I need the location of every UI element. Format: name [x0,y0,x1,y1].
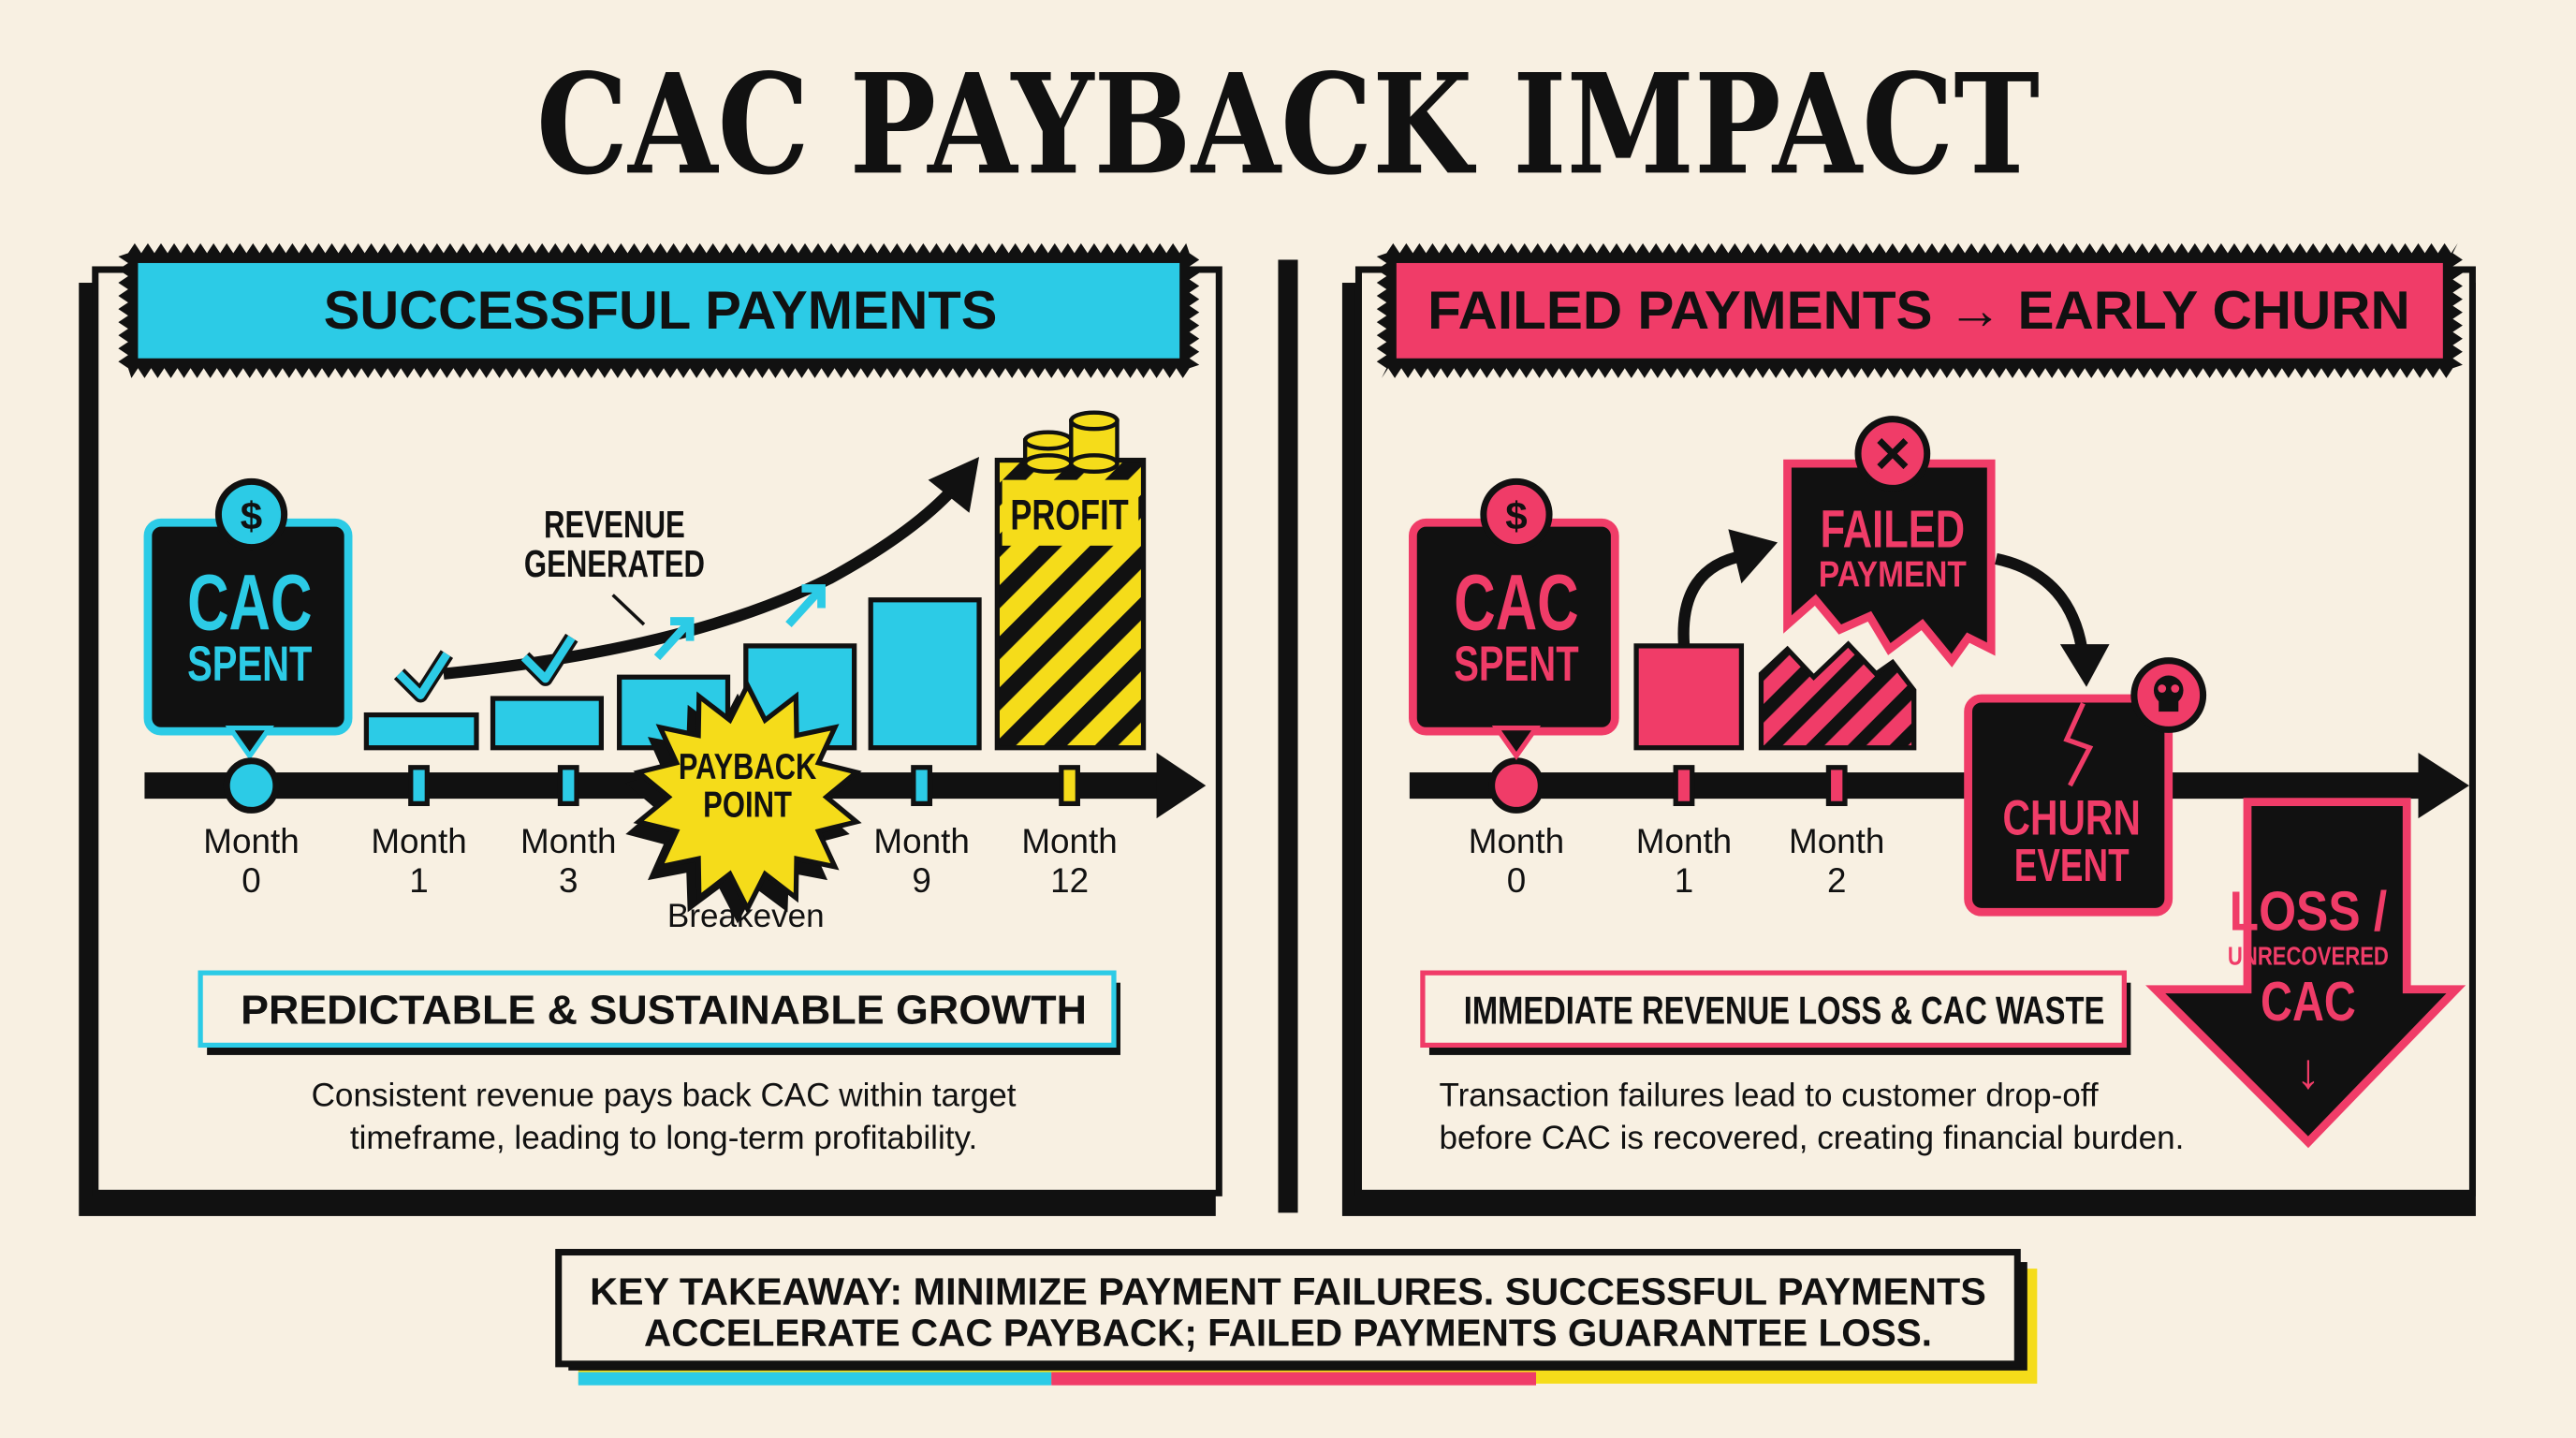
broken-revenue-bar-month-2 [1758,640,1917,751]
month-number: 2 [1827,861,1847,900]
up-arrow-icon [785,584,826,628]
crack-icon [2063,702,2094,787]
unrecovered-label: UNRECOVERED [2228,941,2389,970]
failed-label: FAILED [1821,500,1965,559]
key-takeaway: KEY TAKEAWAY: MINIMIZE PAYMENT FAILURES.… [555,1249,2038,1386]
loss-label: LOSS / [2230,880,2387,943]
x-icon-glyph [1877,438,1909,470]
month-label: Month [1021,822,1117,860]
revenue-bar-month-9 [868,597,982,751]
right-subheading-box [1420,970,2127,1049]
left-description-line-2: timeframe, leading to long-term profitab… [350,1120,977,1156]
churn-event-box [1964,694,2174,917]
month-label: Month [371,822,466,860]
timeline-tick [911,765,933,807]
month-label: Month [520,822,616,860]
annotation-leader-line [611,594,646,626]
takeaway-line-1: KEY TAKEAWAY: MINIMIZE PAYMENT FAILURES.… [590,1270,1986,1313]
cac-label: CAC [187,558,312,646]
payback-label: PAYBACK [679,747,817,787]
takeaway-box [555,1249,2021,1368]
right-description-line-1: Transaction failures lead to customer dr… [1439,1077,2098,1113]
month-number: 0 [242,861,261,900]
failed-payment-box [1783,459,1996,668]
takeaway-cyan-stripe [578,1372,1052,1386]
arrowhead [2059,644,2110,687]
month-number: 1 [409,861,429,900]
panel-divider [1278,259,1298,1213]
timeline-arrowhead [2418,752,2469,819]
left-banner-title: SUCCESSFUL PAYMENTS [324,281,998,341]
coins-icon [1022,410,1120,475]
point-label: POINT [703,785,792,825]
month-number: 0 [1507,861,1527,900]
down-arrow-icon: ↓ [2296,1044,2320,1099]
spent-label: SPENT [1454,637,1578,692]
right-description-line-2: before CAC is recovered, creating financ… [1439,1120,2184,1156]
month-number: 1 [1675,861,1694,900]
checkmark-icon-fill [520,635,576,683]
month-number: 3 [559,861,578,900]
timeline-tick [1825,765,1848,807]
dollar-icon [214,477,288,551]
revenue-bar-month-3 [490,696,604,751]
month-label: Month [873,822,969,860]
payment-label: PAYMENT [1819,555,1967,595]
cac-box-pointer [225,726,274,761]
dollar-icon [1480,477,1553,551]
cac-box-pointer [1491,726,1542,761]
loss-cac-label: CAC [2261,970,2356,1033]
arrowhead [1728,529,1778,584]
cac-label: CAC [1454,558,1578,646]
right-banner [1396,262,2443,359]
skull-icon-glyph [2153,675,2184,712]
revenue-bar-month-1 [363,712,479,751]
timeline-arrowhead [1156,752,1207,819]
dollar-icon-glyph: $ [1505,493,1527,537]
up-arrow-icon [653,617,695,661]
takeaway-line-2: ACCELERATE CAC PAYBACK; FAILED PAYMENTS … [644,1312,1932,1355]
dollar-icon-glyph: $ [241,493,262,537]
left-panel: SUCCESSFUL PAYMENTS PROFIT REVENUE GENER… [79,242,1222,1216]
curved-arrow-to-failed [1677,550,1747,645]
payback-point-starburst [633,680,862,915]
page-title: CAC PAYBACK IMPACT [536,43,2040,205]
month-label: Month [203,822,299,860]
timeline-start-marker [1488,757,1544,814]
month-label: Month [1469,822,1564,860]
timeline-tick [557,765,579,807]
left-description-line-1: Consistent revenue pays back CAC within … [312,1077,1017,1113]
month-number: 12 [1050,861,1089,900]
month-label: Month [1789,822,1884,860]
checkmark-icon-fill [396,652,451,699]
month-number: 9 [912,861,931,900]
right-panel: FAILED PAYMENTS → EARLY CHURN Month 0 Mo… [1341,242,2476,1216]
timeline-start-marker [223,757,280,814]
left-banner [138,262,1180,359]
timeline-tick [1059,765,1080,807]
right-banner-title: FAILED PAYMENTS → EARLY CHURN [1427,281,2410,341]
timeline-tick [1673,765,1695,807]
revenue-generated-label-2: GENERATED [524,542,705,585]
revenue-generated-label: REVENUE [544,503,685,546]
revenue-bar-month-1 [1633,643,1745,751]
churn-label: CHURN [2002,791,2140,846]
right-subheading: IMMEDIATE REVENUE LOSS & CAC WASTE [1464,989,2104,1033]
loss-down-arrow [2145,798,2466,1149]
left-subheading: PREDICTABLE & SUSTAINABLE GROWTH [241,988,1087,1034]
spent-label: SPENT [187,637,312,692]
month-label: Month [1636,822,1732,860]
timeline-axis [1409,772,2425,800]
event-label: EVENT [2014,841,2130,891]
profit-label: PROFIT [1010,491,1128,538]
left-subheading-box [198,970,1117,1049]
growth-arrowhead [928,457,980,513]
curved-arrow-to-churn [1995,552,2089,658]
takeaway-pink-stripe [1051,1372,1537,1386]
skull-eye [2171,684,2180,693]
profit-label-bg [1002,479,1139,546]
skull-eye [2158,684,2167,693]
timeline-tick [408,765,430,807]
